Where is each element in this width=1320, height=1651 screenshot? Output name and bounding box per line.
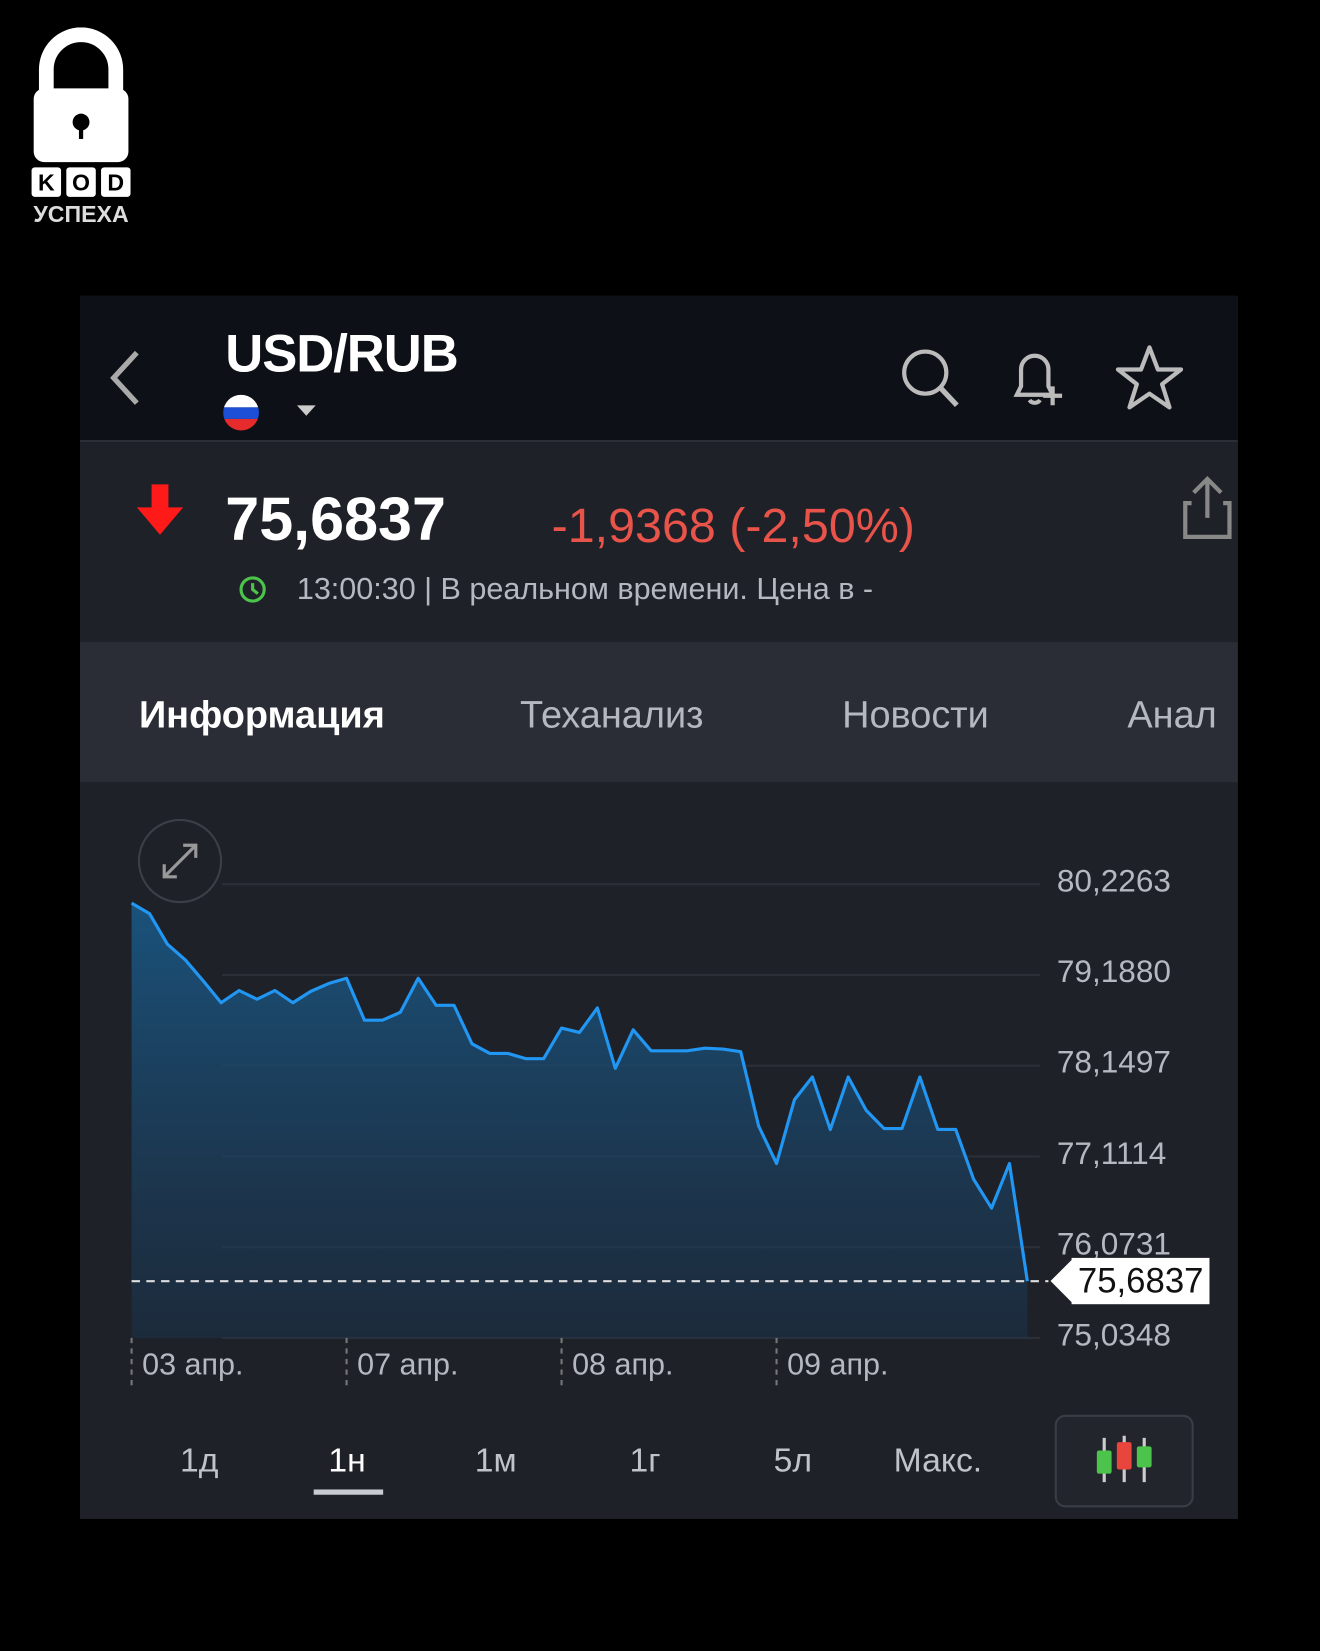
kod-uspeha-logo: K O D УСПЕХА [23, 27, 139, 227]
price-area [132, 903, 1028, 1338]
svg-text:K: K [38, 170, 55, 196]
svg-text:O: O [72, 170, 90, 196]
price-tag-pointer [1048, 1258, 1073, 1304]
current-price-tag: 75,6837 [1072, 1258, 1210, 1304]
y-tick-label: 77,1114 [1057, 1136, 1166, 1172]
x-tick-label: 08 апр. [572, 1348, 673, 1383]
svg-text:УСПЕХА: УСПЕХА [33, 201, 129, 227]
period-1m[interactable]: 1м [475, 1441, 517, 1480]
x-tick-label: 03 апр. [142, 1348, 243, 1383]
x-tick-label: 09 апр. [787, 1348, 888, 1383]
period-1d[interactable]: 1д [180, 1441, 218, 1480]
svg-text:D: D [107, 170, 124, 196]
period-5y[interactable]: 5л [774, 1441, 812, 1480]
chart-type-button[interactable] [1055, 1415, 1194, 1508]
active-period-underline [314, 1489, 383, 1494]
period-1y[interactable]: 1г [629, 1441, 660, 1480]
x-tick-label: 07 апр. [357, 1348, 458, 1383]
y-tick-label: 75,0348 [1057, 1318, 1171, 1354]
candlestick-icon [1057, 1417, 1192, 1505]
y-tick-label: 78,1497 [1057, 1046, 1171, 1082]
y-tick-label: 79,1880 [1057, 955, 1171, 991]
y-tick-label: 80,2263 [1057, 864, 1171, 900]
expand-icon[interactable] [137, 818, 225, 906]
instrument-panel: USD/RUB 75,6837 -1,9368 (-2,50%) 13:00:3… [80, 296, 1238, 1519]
period-max[interactable]: Макс. [894, 1441, 982, 1480]
period-1w[interactable]: 1н [328, 1441, 365, 1480]
